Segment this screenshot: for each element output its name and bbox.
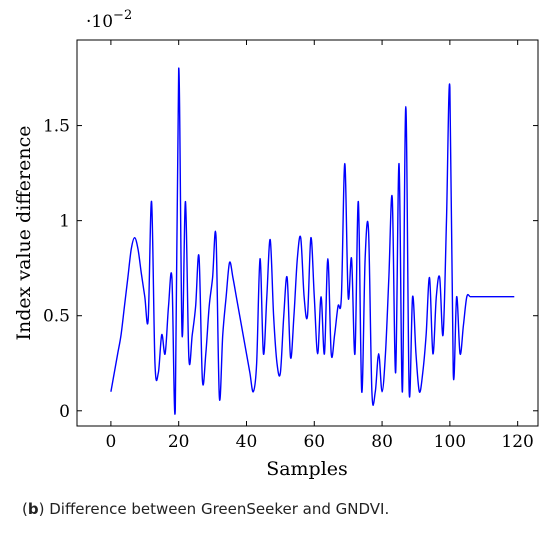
x-tick-label: 60 xyxy=(303,432,325,452)
x-tick-label: 40 xyxy=(236,432,258,452)
y-axis-label: Index value difference xyxy=(13,126,35,341)
x-axis-label: Samples xyxy=(266,458,348,480)
y-tick-label: 1.5 xyxy=(43,117,70,137)
y-axis-ticks: 0 0.5 1 1.5 xyxy=(43,117,538,422)
x-tick-label: 100 xyxy=(434,432,466,452)
y-tick-label: 1 xyxy=(59,212,70,232)
line-chart: 0 20 40 60 80 100 120 0 0.5 1 1.5 ·10−2 Samples I… xyxy=(13,8,539,480)
x-tick-label: 120 xyxy=(501,432,533,452)
x-axis-ticks: 0 20 40 60 80 100 120 xyxy=(105,40,534,452)
x-tick-label: 80 xyxy=(371,432,393,452)
plot-frame xyxy=(76,39,539,427)
series-line xyxy=(110,67,515,415)
figure-caption: (b) Difference between GreenSeeker and G… xyxy=(22,500,390,518)
caption-letter: b xyxy=(27,500,39,518)
y-tick-label: 0 xyxy=(59,402,70,422)
y-scale-note: ·10−2 xyxy=(86,8,132,32)
x-tick-label: 20 xyxy=(168,432,190,452)
x-tick-label: 0 xyxy=(105,432,116,452)
y-tick-label: 0.5 xyxy=(43,307,70,327)
